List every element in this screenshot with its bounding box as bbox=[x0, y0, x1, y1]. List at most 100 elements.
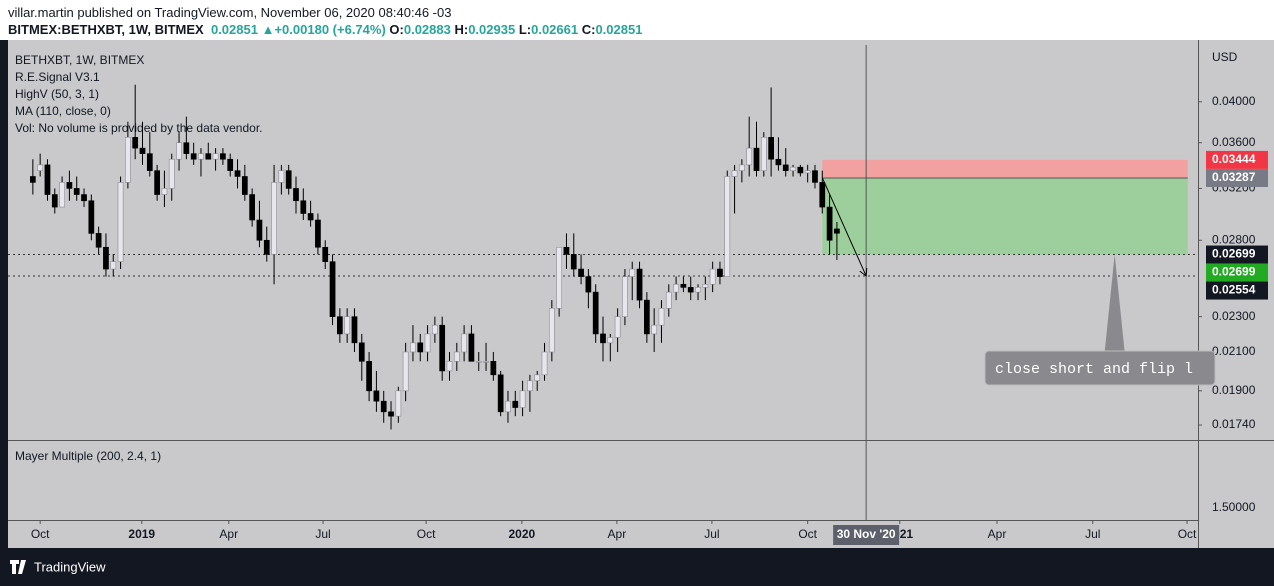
candle-body bbox=[658, 308, 665, 326]
candle-body bbox=[73, 188, 80, 195]
candle-body bbox=[775, 158, 782, 166]
symbol-line: BITMEX:BETHXBT, 1W, BITMEX 0.02851 ▲+0.0… bbox=[8, 22, 642, 37]
candle-body bbox=[300, 200, 307, 214]
price-label-bg bbox=[1206, 281, 1268, 300]
candle-body bbox=[183, 142, 190, 154]
y-tick-label: 0.03600 bbox=[1212, 135, 1256, 149]
candle-body bbox=[132, 137, 139, 149]
candle-body bbox=[556, 246, 563, 309]
candle-body bbox=[44, 164, 51, 195]
candle-body bbox=[81, 194, 87, 202]
candle-body bbox=[278, 170, 285, 183]
candle-body bbox=[249, 194, 255, 221]
candle-body bbox=[154, 170, 160, 195]
candle-body bbox=[176, 142, 182, 160]
callout-box bbox=[984, 350, 1216, 386]
candle-body bbox=[680, 283, 687, 288]
candle-body bbox=[534, 374, 541, 382]
y-tick-label: 0.04000 bbox=[1212, 94, 1256, 108]
plot-bg bbox=[8, 40, 1198, 520]
candle-body bbox=[432, 324, 438, 335]
candle-body bbox=[643, 299, 650, 335]
crosshair-label: 30 Nov '20 bbox=[837, 527, 896, 541]
arrow bbox=[821, 177, 867, 277]
candle-body bbox=[293, 188, 299, 202]
candle-body bbox=[622, 276, 628, 317]
x-tick-label: Oct bbox=[1178, 527, 1197, 541]
ohlc-value: 0.02661 bbox=[531, 22, 579, 37]
footer-text: TradingView bbox=[34, 559, 106, 574]
candle-body bbox=[212, 153, 219, 160]
x-tick-label: 2019 bbox=[128, 527, 155, 541]
candle-body bbox=[768, 137, 774, 160]
candle-body bbox=[702, 283, 709, 288]
x-tick-label: Apr bbox=[219, 527, 238, 541]
ohlc-value: 0.02935 bbox=[468, 22, 516, 37]
candle-body bbox=[527, 380, 533, 392]
candle-body bbox=[322, 246, 329, 262]
candle-body bbox=[753, 147, 760, 171]
candle-body bbox=[782, 164, 789, 171]
candle-body bbox=[366, 361, 372, 392]
candle-body bbox=[315, 219, 321, 248]
candle-body bbox=[512, 400, 519, 408]
price-label-bg bbox=[1206, 150, 1268, 169]
arrow: ▲ bbox=[261, 22, 275, 37]
x-tick-label: Apr bbox=[608, 527, 627, 541]
x-tick-label: Jul bbox=[704, 527, 719, 541]
candle-body bbox=[731, 170, 738, 177]
legend-line: MA (110, close, 0) bbox=[15, 104, 111, 118]
candle-body bbox=[329, 261, 336, 317]
candle-body bbox=[760, 137, 767, 171]
x-tick-label: Oct bbox=[417, 527, 436, 541]
candle-body bbox=[146, 153, 153, 171]
candle-body bbox=[336, 316, 343, 335]
candle-body bbox=[834, 228, 840, 234]
candle-body bbox=[673, 283, 679, 293]
candle-body bbox=[168, 158, 175, 189]
candle-body bbox=[351, 316, 358, 344]
change: +0.00180 (+6.74%) bbox=[274, 22, 386, 37]
candle-body bbox=[505, 400, 511, 413]
candle-body bbox=[461, 333, 467, 353]
candle-body bbox=[570, 254, 577, 270]
arrow-head bbox=[859, 267, 868, 277]
candle-body bbox=[519, 390, 526, 408]
candle-body bbox=[241, 176, 248, 195]
candle-body bbox=[629, 268, 636, 277]
candle-body bbox=[37, 164, 44, 171]
candle-body bbox=[205, 153, 212, 160]
x-tick-label: Oct bbox=[31, 527, 50, 541]
candle-body bbox=[614, 316, 621, 338]
candle-body bbox=[790, 166, 796, 171]
candle-body bbox=[417, 342, 424, 353]
x-tick-label: 2020 bbox=[509, 527, 536, 541]
candle-body bbox=[307, 213, 314, 221]
ohlc-label: O: bbox=[389, 22, 404, 37]
time-axis-bg bbox=[8, 520, 1198, 548]
candle-body bbox=[271, 182, 277, 255]
x-tick-label: Jul bbox=[315, 527, 330, 541]
candle-body bbox=[812, 170, 818, 183]
candle-body bbox=[717, 268, 723, 277]
candle-body bbox=[739, 164, 745, 171]
candle-body bbox=[439, 324, 446, 372]
y-tick-label: 0.02300 bbox=[1212, 309, 1256, 323]
callout-pointer bbox=[1104, 254, 1125, 352]
candle-body bbox=[125, 137, 131, 183]
publisher: villar.martin published on TradingView.c… bbox=[8, 5, 452, 20]
candle-body bbox=[548, 308, 555, 353]
candle-body bbox=[636, 268, 643, 301]
legend-line: Vol: No volume is provided by the data v… bbox=[15, 121, 262, 135]
candle-body bbox=[541, 351, 548, 376]
candle-body bbox=[475, 361, 482, 363]
ohlc-label: H: bbox=[454, 22, 469, 37]
price-label: 0.02699 bbox=[1212, 265, 1256, 279]
candle-body bbox=[285, 170, 292, 189]
x-tick-label: Jul bbox=[1085, 527, 1100, 541]
candle-body bbox=[695, 287, 701, 293]
candle-body bbox=[59, 182, 65, 208]
candle-body bbox=[446, 361, 453, 372]
